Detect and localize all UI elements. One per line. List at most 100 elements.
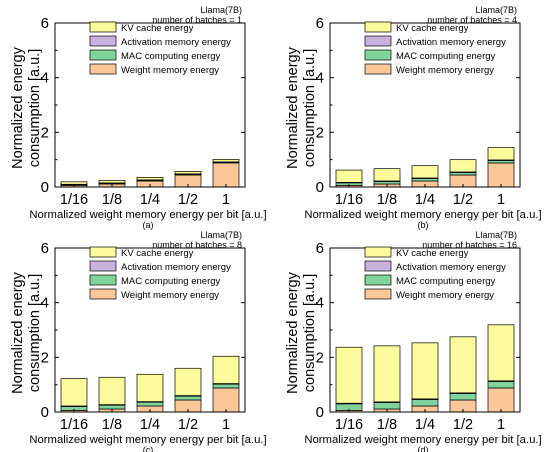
bar-segment-kv bbox=[487, 324, 515, 382]
x-tick-label: 1/16 bbox=[335, 192, 363, 208]
panel-label: (d) bbox=[418, 445, 429, 452]
bar-segment-kv bbox=[174, 171, 202, 175]
legend-label: Activation memory energy bbox=[396, 262, 506, 273]
legend-label: Activation memory energy bbox=[121, 262, 231, 273]
x-tick-label: 1/4 bbox=[415, 417, 435, 433]
legend-label: KV cache energy bbox=[396, 248, 469, 259]
bar-segment-kv bbox=[212, 355, 240, 384]
y-axis-label: Normalized energyconsumption [a.u.] bbox=[285, 271, 318, 393]
bar-segment-kv bbox=[335, 346, 363, 404]
legend-swatch-weight bbox=[364, 63, 392, 75]
y-tick-label: 6 bbox=[41, 15, 49, 32]
legend-label: Weight memory energy bbox=[396, 65, 494, 76]
x-tick-label: 1/16 bbox=[60, 417, 88, 433]
y-axis-label: Normalized energyconsumption [a.u.] bbox=[10, 271, 43, 393]
panel-label: (b) bbox=[418, 220, 429, 230]
y-tick-label: 0 bbox=[316, 404, 324, 421]
bar-segment-kv bbox=[335, 169, 363, 183]
model-label: Llama(7B) bbox=[200, 230, 242, 240]
x-tick-label: 1/4 bbox=[415, 192, 435, 208]
bar-segment-kv bbox=[411, 342, 439, 400]
bar-segment-mac bbox=[411, 399, 439, 407]
batches-label: number of batches = 4 bbox=[427, 15, 517, 25]
x-tick-label: 1/2 bbox=[453, 417, 473, 433]
panel-label: (c) bbox=[143, 445, 154, 452]
bar-segment-weight bbox=[212, 162, 240, 188]
y-axis-label-line: Normalized energy bbox=[285, 271, 301, 393]
y-tick-label: 4 bbox=[316, 70, 324, 87]
legend-swatch-activation bbox=[364, 35, 392, 47]
legend-swatch-kv bbox=[364, 21, 392, 33]
legend-swatch-mac bbox=[364, 49, 392, 61]
bar-segment-kv bbox=[449, 159, 477, 173]
y-axis-label-line: Normalized energy bbox=[10, 271, 26, 393]
x-tick-label: 1/16 bbox=[60, 192, 88, 208]
bar-segment-kv bbox=[411, 165, 439, 179]
bar-segment-kv bbox=[98, 180, 126, 184]
bar-segment-kv bbox=[98, 376, 126, 405]
y-tick-label: 0 bbox=[316, 179, 324, 196]
y-tick-label: 4 bbox=[316, 295, 324, 312]
y-tick-label: 0 bbox=[41, 179, 49, 196]
legend-label: Weight memory energy bbox=[121, 290, 219, 301]
bar-segment-kv bbox=[373, 168, 401, 182]
bar-segment-kv bbox=[60, 181, 88, 185]
legend-label: MAC computing energy bbox=[121, 51, 221, 62]
legend-swatch-kv bbox=[89, 246, 117, 258]
y-tick-label: 2 bbox=[316, 124, 324, 141]
x-axis-label: Normalized weight memory energy per bit … bbox=[304, 434, 541, 446]
bar-segment-mac bbox=[373, 402, 401, 410]
bar-segment-weight bbox=[487, 162, 515, 188]
legend-swatch-activation bbox=[89, 260, 117, 272]
bar-segment-kv bbox=[136, 177, 164, 181]
x-tick-label: 1/16 bbox=[335, 417, 363, 433]
bar-segment-weight bbox=[212, 387, 240, 413]
legend-label: Weight memory energy bbox=[121, 65, 219, 76]
y-axis-label-line: consumption [a.u.] bbox=[302, 49, 318, 168]
legend-label: MAC computing energy bbox=[121, 276, 221, 287]
legend-label: KV cache energy bbox=[121, 248, 194, 259]
bar-segment-kv bbox=[373, 345, 401, 403]
model-label: Llama(7B) bbox=[200, 5, 242, 15]
legend-label: Weight memory energy bbox=[396, 290, 494, 301]
x-tick-label: 1/2 bbox=[453, 192, 473, 208]
legend-swatch-mac bbox=[89, 274, 117, 286]
bar-segment-mac bbox=[174, 395, 202, 401]
x-tick-label: 1/4 bbox=[140, 417, 160, 433]
bar-segment-kv bbox=[449, 336, 477, 394]
x-tick-label: 1 bbox=[497, 192, 505, 208]
bar-segment-mac bbox=[449, 393, 477, 401]
batches-label: number of batches = 8 bbox=[152, 240, 242, 250]
y-tick-label: 6 bbox=[41, 240, 49, 257]
legend-swatch-weight bbox=[364, 288, 392, 300]
y-axis-label: Normalized energyconsumption [a.u.] bbox=[285, 46, 318, 168]
panel-label: (a) bbox=[143, 220, 154, 230]
y-axis-label-line: Normalized energy bbox=[10, 46, 26, 168]
batches-label: number of batches = 1 bbox=[152, 15, 242, 25]
bar-segment-kv bbox=[212, 159, 240, 163]
model-label: Llama(7B) bbox=[475, 5, 517, 15]
legend-swatch-weight bbox=[89, 288, 117, 300]
y-tick-label: 2 bbox=[41, 124, 49, 141]
bar-segment-mac bbox=[487, 381, 515, 389]
y-axis-label-line: consumption [a.u.] bbox=[27, 49, 43, 168]
legend-swatch-activation bbox=[89, 35, 117, 47]
y-axis-label: Normalized energyconsumption [a.u.] bbox=[10, 46, 43, 168]
x-axis-label: Normalized weight memory energy per bit … bbox=[29, 209, 266, 221]
bar-segment-kv bbox=[487, 147, 515, 161]
legend-label: KV cache energy bbox=[121, 23, 194, 34]
x-tick-label: 1/8 bbox=[377, 417, 397, 433]
legend-swatch-mac bbox=[364, 274, 392, 286]
y-tick-label: 2 bbox=[316, 349, 324, 366]
legend-label: Activation memory energy bbox=[396, 37, 506, 48]
x-tick-label: 1/2 bbox=[178, 417, 198, 433]
legend-swatch-weight bbox=[89, 63, 117, 75]
x-tick-label: 1/2 bbox=[178, 192, 198, 208]
legend-label: MAC computing energy bbox=[396, 276, 496, 287]
x-axis-label: Normalized weight memory energy per bit … bbox=[29, 434, 266, 446]
y-axis-label-line: Normalized energy bbox=[285, 46, 301, 168]
bar-segment-kv bbox=[174, 367, 202, 396]
